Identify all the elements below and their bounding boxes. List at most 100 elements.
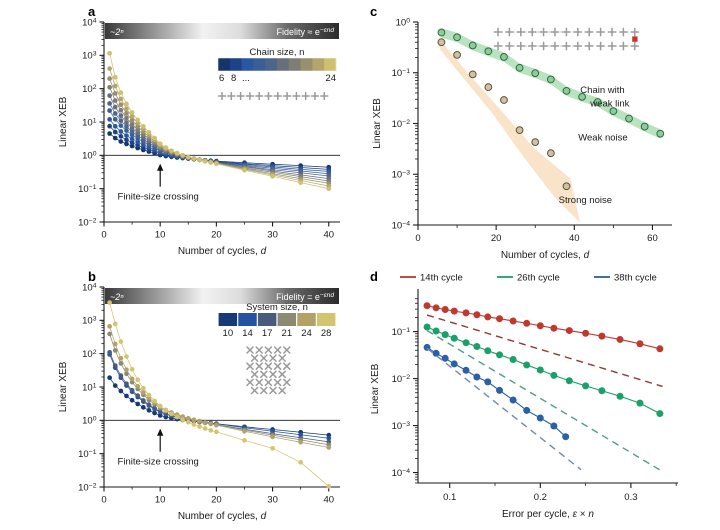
- finite-size-crossing-label: Finite-size crossing: [118, 457, 199, 468]
- data-point: [550, 422, 558, 430]
- fidelity-banner: [105, 23, 339, 39]
- data-point: [124, 133, 129, 138]
- data-point: [562, 86, 571, 95]
- crossing-arrow-head: [156, 163, 164, 171]
- data-point: [509, 355, 517, 363]
- data-point: [432, 304, 440, 312]
- panel-a-letter: a: [88, 4, 96, 19]
- data-point: [163, 145, 169, 150]
- data-point: [146, 407, 152, 413]
- data-point: [107, 331, 112, 337]
- colorbar-swatch: [229, 58, 242, 71]
- x-tick-label: 40: [323, 495, 334, 506]
- y-axis-title: Linear XEB: [370, 363, 381, 414]
- data-point: [656, 410, 664, 418]
- y-tick-label: 10−1: [392, 326, 411, 338]
- data-point: [432, 349, 440, 357]
- data-point: [107, 50, 112, 56]
- x-tick-label: 30: [267, 495, 278, 506]
- data-point: [598, 387, 606, 395]
- data-point: [107, 300, 112, 305]
- data-point: [484, 47, 493, 56]
- data-point: [565, 377, 573, 385]
- data-point: [582, 329, 590, 337]
- data-point: [135, 139, 141, 145]
- data-point: [484, 313, 492, 321]
- fidelity-banner: [105, 288, 339, 304]
- data-point: [107, 123, 112, 129]
- y-tick-label: 102: [82, 84, 97, 96]
- data-point: [432, 327, 440, 335]
- data-point: [453, 50, 461, 59]
- data-point: [118, 123, 124, 128]
- series-group: [107, 50, 332, 192]
- data-point: [180, 417, 186, 423]
- data-point: [636, 399, 644, 407]
- colorbar-swatch: [312, 58, 325, 71]
- data-point: [118, 96, 124, 102]
- legend-label: 10: [223, 328, 234, 339]
- x-axis-title: Number of cycles, d: [501, 250, 590, 261]
- data-point: [562, 182, 571, 191]
- data-point: [129, 366, 135, 372]
- data-point: [152, 405, 157, 411]
- legend-label: 28: [321, 328, 332, 339]
- chain-schematic: [217, 91, 329, 101]
- data-point: [636, 340, 644, 348]
- data-point: [112, 83, 118, 89]
- x-tick-label: 20: [211, 230, 222, 241]
- data-point: [500, 96, 508, 104]
- data-point: [523, 361, 531, 369]
- y-axis-title: Linear XEB: [372, 98, 383, 149]
- data-point: [107, 131, 112, 136]
- panel-c: c 100 10−1 10−2 10−3 10−4 0 20 40 60 Number of cy…: [360, 0, 720, 265]
- data-point: [185, 415, 191, 421]
- legend: 14th cycle 26th cycle 38th cycle: [400, 273, 657, 284]
- colorbar-swatch: [265, 58, 278, 71]
- data-point: [536, 322, 544, 330]
- legend-swatch: [277, 313, 297, 326]
- banner-left-label: ~2ⁿ: [110, 27, 124, 37]
- colorbar-swatch: [218, 58, 231, 71]
- legend-swatch: [297, 313, 316, 326]
- legend-label: 24: [301, 328, 312, 339]
- data-point: [656, 129, 665, 138]
- y-tick-label: 10−2: [78, 217, 97, 229]
- data-point: [107, 324, 112, 329]
- data-point: [174, 414, 180, 420]
- panel-b: b ~2ⁿ Fidelity = e−εnd 104 103 102 101 100 10−1…: [0, 265, 360, 530]
- data-point: [107, 76, 112, 81]
- data-point: [441, 331, 449, 339]
- panel-b-letter: b: [88, 269, 96, 284]
- data-point: [298, 439, 304, 445]
- data-point: [423, 302, 431, 310]
- data-point: [197, 419, 202, 424]
- legend-label: 14: [242, 328, 253, 339]
- data-point: [462, 309, 470, 317]
- data-point: [118, 90, 124, 95]
- data-point: [157, 403, 163, 409]
- legend-swatch: [218, 313, 238, 326]
- data-point: [496, 351, 504, 359]
- panel-d-chart: 10−1 10−2 10−3 10−4 0.1 0.2 0.3 Error per cycle…: [370, 273, 678, 520]
- finite-size-crossing-label: Finite-size crossing: [118, 192, 199, 203]
- y-tick-label: 10−3: [392, 169, 411, 181]
- data-point: [531, 138, 540, 147]
- data-point: [208, 428, 214, 433]
- data-point: [146, 129, 152, 135]
- colorbar-max-label: 24: [325, 73, 336, 84]
- x-tick-label: 0.1: [443, 492, 456, 503]
- data-point: [197, 424, 202, 429]
- y-tick-label: 100: [82, 415, 97, 427]
- data-point: [118, 139, 124, 144]
- data-point: [112, 124, 118, 129]
- y-tick-label: 102: [82, 349, 97, 361]
- data-point: [593, 98, 602, 106]
- data-point: [140, 385, 146, 391]
- data-point: [536, 414, 544, 422]
- data-point: [515, 126, 524, 135]
- data-point: [270, 173, 275, 179]
- data-point: [129, 110, 135, 115]
- y-tick-label: 101: [82, 117, 97, 128]
- data-point: [326, 186, 332, 192]
